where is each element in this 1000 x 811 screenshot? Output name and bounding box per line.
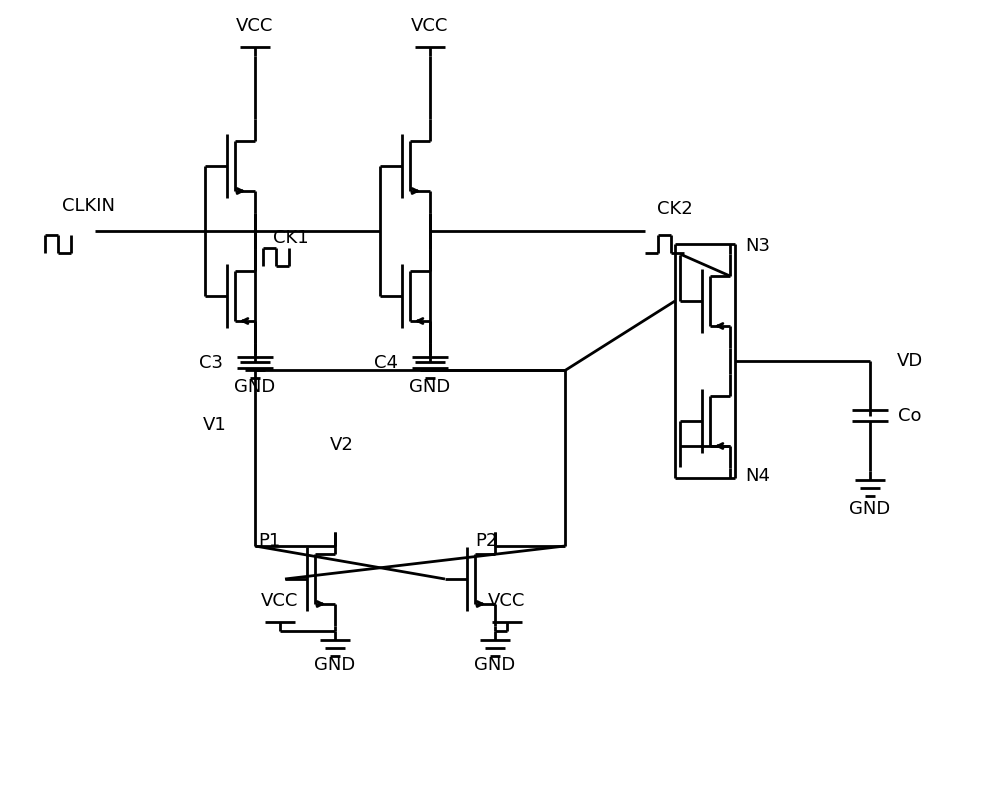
Text: VCC: VCC xyxy=(411,17,449,35)
Text: C3: C3 xyxy=(199,354,223,372)
Text: CLKIN: CLKIN xyxy=(62,197,115,215)
Text: C4: C4 xyxy=(374,354,398,372)
Text: V1: V1 xyxy=(203,417,227,435)
Text: VCC: VCC xyxy=(236,17,274,35)
Text: V2: V2 xyxy=(330,436,354,454)
Text: GND: GND xyxy=(849,500,891,518)
Text: VCC: VCC xyxy=(488,592,526,610)
Text: VCC: VCC xyxy=(261,592,299,610)
Text: CK1: CK1 xyxy=(273,229,309,247)
Text: Co: Co xyxy=(898,407,921,425)
Text: GND: GND xyxy=(314,656,356,674)
Text: GND: GND xyxy=(234,378,276,396)
Text: GND: GND xyxy=(474,656,516,674)
Text: P1: P1 xyxy=(258,532,280,550)
Text: GND: GND xyxy=(409,378,451,396)
Text: CK2: CK2 xyxy=(657,200,693,218)
Text: N3: N3 xyxy=(745,237,770,255)
Text: VD: VD xyxy=(897,352,923,370)
Text: N4: N4 xyxy=(745,467,770,485)
Text: P2: P2 xyxy=(475,532,497,550)
